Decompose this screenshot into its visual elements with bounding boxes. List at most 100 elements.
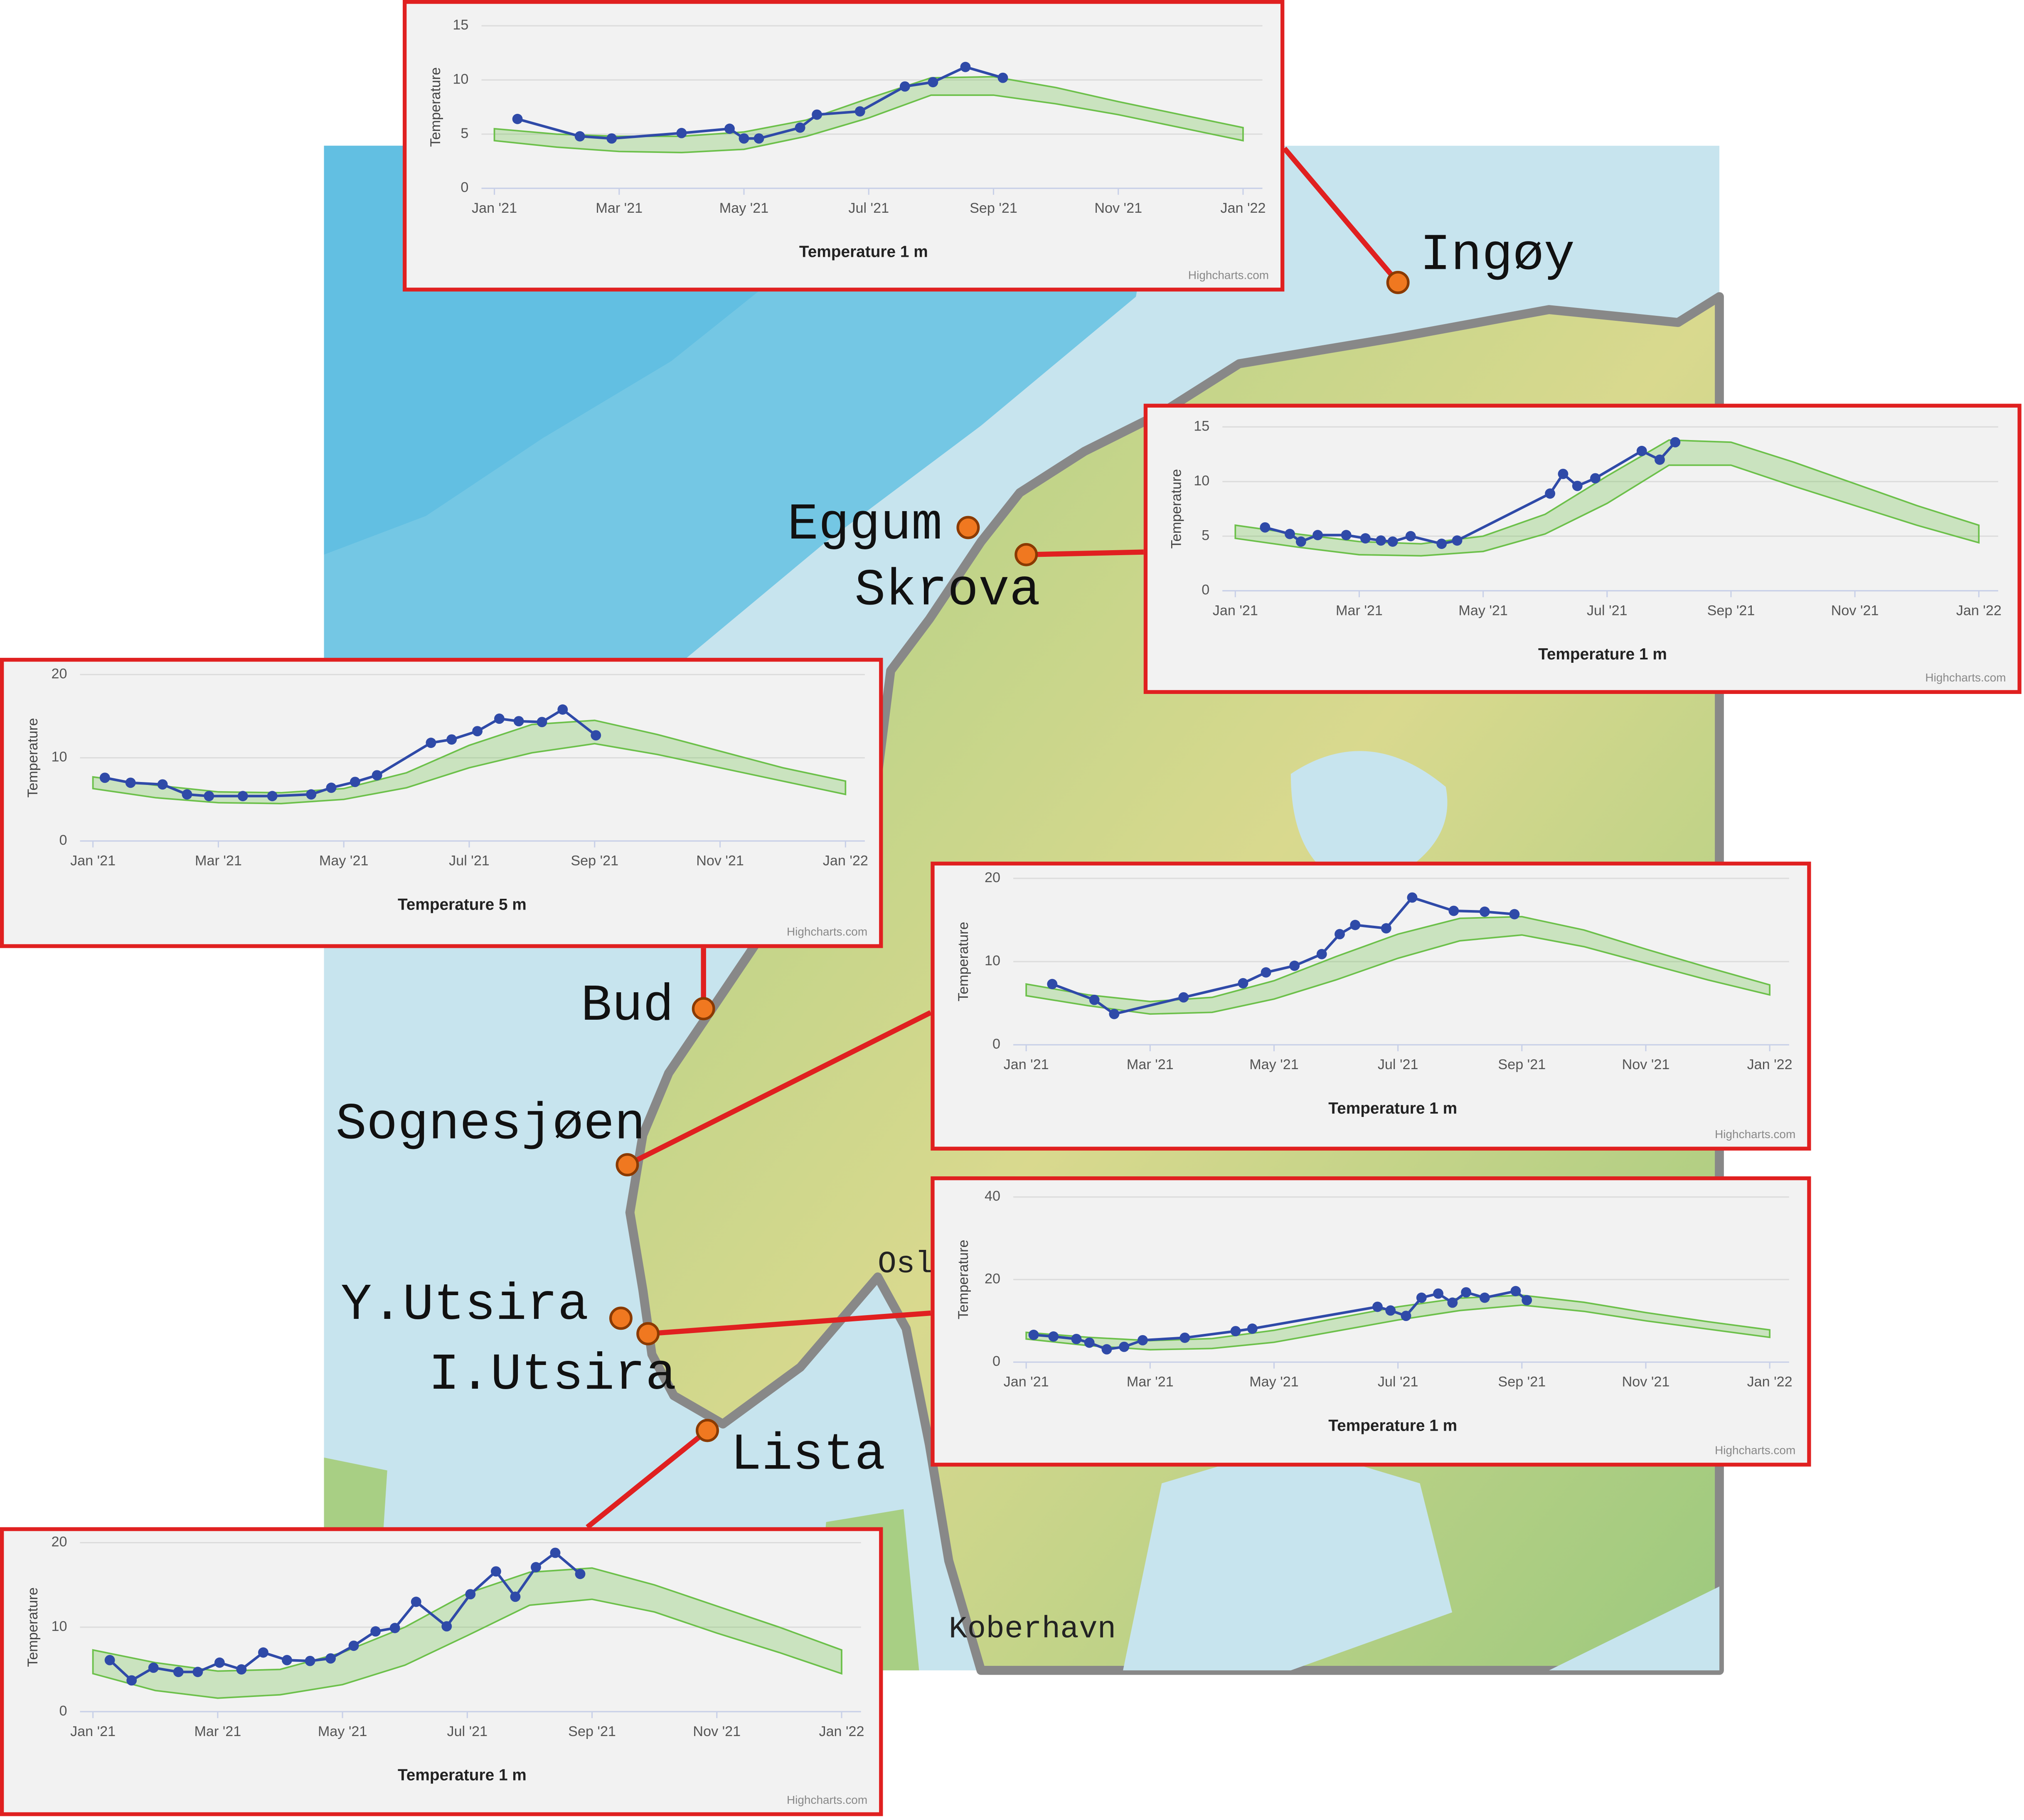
station-label: Lista — [731, 1426, 886, 1484]
chart-frame — [0, 658, 883, 948]
y-tick-label: 10 — [52, 749, 67, 765]
x-tick-label: May '21 — [319, 853, 369, 869]
x-tick-label: Jul '21 — [1587, 603, 1628, 618]
station-marker — [609, 1306, 633, 1330]
station-label: Y.Utsira — [341, 1276, 588, 1335]
chart: 0 10 20 Jan '21 Mar '21 May '21 Jul '21 Sep '21… — [0, 1527, 883, 1816]
data-point — [574, 131, 585, 142]
data-point — [411, 1596, 421, 1607]
range-band — [92, 1567, 842, 1699]
x-tick-label: Sep '21 — [970, 200, 1017, 216]
credits: Highcharts.com — [787, 925, 867, 938]
data-point — [1295, 536, 1306, 547]
data-point — [1372, 1301, 1383, 1312]
data-point — [182, 789, 192, 800]
data-point — [1316, 949, 1327, 959]
x-axis-title: Temperature 1 m — [1328, 1099, 1457, 1117]
data-point — [1238, 978, 1248, 989]
chart-frame — [403, 0, 1285, 292]
data-point — [192, 1667, 203, 1677]
y-tick-label: 0 — [59, 832, 67, 848]
data-point — [1590, 473, 1600, 484]
data-point — [441, 1621, 452, 1632]
x-tick-label: Jan '21 — [472, 200, 517, 216]
data-point — [899, 81, 910, 92]
credits: Highcharts.com — [1188, 269, 1269, 282]
data-point — [326, 782, 337, 793]
data-point — [1381, 923, 1391, 934]
data-point — [126, 1675, 137, 1686]
station-label: I.Utsira — [428, 1346, 676, 1404]
data-point — [1452, 535, 1463, 546]
x-tick-label: Nov '21 — [1094, 200, 1142, 216]
x-tick-label: Sep '21 — [568, 1724, 616, 1739]
y-tick-label: 5 — [460, 125, 468, 141]
data-point — [472, 726, 483, 737]
x-tick-label: Sep '21 — [1498, 1057, 1546, 1072]
y-axis-title: Temperature — [955, 922, 971, 1001]
station-label: Sognesjøen — [336, 1096, 645, 1154]
data-point — [510, 1591, 521, 1602]
data-point — [267, 791, 278, 802]
data-point — [490, 1566, 501, 1577]
data-point — [1138, 1335, 1148, 1345]
chart: 0 5 10 15 Jan '21 Mar '21 May '21 Jul '21 Sep '2… — [403, 0, 1285, 292]
x-axis-title: Temperature 1 m — [1538, 645, 1667, 663]
credits: Highcharts.com — [1715, 1444, 1795, 1457]
x-tick-label: Sep '21 — [1707, 603, 1755, 618]
y-tick-label: 20 — [52, 666, 67, 682]
data-point — [928, 77, 938, 88]
data-point — [1479, 906, 1490, 917]
y-tick-label: 20 — [52, 1534, 67, 1550]
data-point — [1261, 967, 1271, 978]
station-marker — [692, 997, 715, 1021]
credits: Highcharts.com — [787, 1793, 867, 1806]
station-marker — [1014, 543, 1038, 566]
data-point — [465, 1589, 476, 1600]
x-tick-label: Jul '21 — [1378, 1057, 1418, 1072]
data-point — [1655, 454, 1665, 465]
data-point — [1545, 488, 1556, 499]
chart: 0 5 10 15 Jan '21 Mar '21 May '21 Jul '21 Sep '2… — [1143, 403, 2022, 694]
data-point — [1479, 1292, 1490, 1303]
x-tick-label: Jan '21 — [70, 853, 116, 869]
data-point — [1636, 445, 1647, 456]
x-tick-label: May '21 — [1458, 603, 1508, 618]
data-point — [531, 1562, 541, 1572]
data-point — [237, 791, 248, 802]
data-point — [1109, 1008, 1120, 1019]
data-point — [1335, 929, 1345, 940]
data-point — [99, 772, 110, 783]
x-tick-label: Mar '21 — [195, 853, 242, 869]
data-point — [795, 122, 805, 133]
data-point — [1405, 531, 1416, 541]
connector — [586, 1428, 709, 1530]
x-tick-label: May '21 — [318, 1724, 367, 1739]
data-point — [1071, 1333, 1082, 1344]
y-tick-label: 40 — [985, 1188, 1000, 1204]
x-axis-title: Temperature 5 m — [398, 895, 527, 913]
data-point — [724, 123, 735, 134]
range-band — [1025, 916, 1771, 1015]
data-point — [494, 713, 505, 724]
data-point — [305, 1655, 315, 1666]
y-axis-title: Temperature — [428, 67, 443, 147]
data-point — [1416, 1292, 1427, 1303]
data-point — [537, 717, 547, 728]
station-marker — [616, 1153, 639, 1177]
data-point — [1289, 960, 1300, 971]
data-point — [1312, 530, 1323, 541]
y-tick-label: 15 — [453, 17, 468, 33]
x-tick-label: Nov '21 — [1622, 1374, 1670, 1390]
data-point — [1447, 1297, 1458, 1308]
station-label: Skrova — [854, 562, 1040, 620]
data-point — [204, 791, 214, 802]
x-tick-label: Nov '21 — [696, 853, 744, 869]
connector — [648, 1310, 931, 1336]
station-label: Eggum — [788, 496, 943, 554]
data-point — [370, 1626, 381, 1637]
station-marker — [636, 1322, 660, 1345]
y-tick-label: 0 — [1202, 582, 1209, 598]
y-tick-label: 5 — [1202, 527, 1209, 543]
